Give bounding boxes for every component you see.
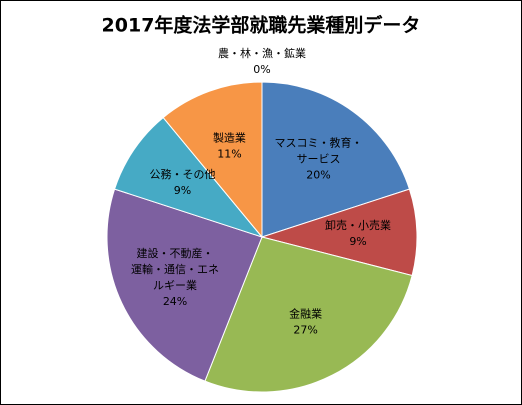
chart-title: 2017年度法学部就職先業種別データ: [102, 14, 421, 37]
slice-label: マスコミ・教育・サービス: [274, 135, 362, 165]
slice-value-label: 20%: [306, 168, 330, 181]
slice-label: 卸売・小売業: [325, 218, 391, 232]
slice-value-label: 9%: [349, 235, 366, 248]
pie-slice: [260, 188, 418, 277]
slice-label: 公務・その他: [150, 167, 216, 181]
slice-value-label: 9%: [174, 184, 191, 197]
slice-label: 金融業: [289, 307, 322, 321]
slice-value-label: 0%: [253, 63, 270, 76]
pie-slice: [113, 116, 264, 239]
slice-value-label: 27%: [293, 324, 317, 337]
pie-slice: [106, 188, 263, 382]
slice-value-label: 11%: [217, 148, 241, 161]
slice-label: 農・林・漁・鉱業: [218, 46, 306, 60]
pie-slice: [162, 81, 263, 239]
pie-slice: [261, 81, 411, 238]
pie-slice: [204, 236, 413, 393]
slice-value-label: 24%: [163, 295, 187, 308]
slice-label: 製造業: [213, 131, 246, 145]
slice-label: 建設・不動産・運輸・通信・エネルギー業: [131, 246, 219, 292]
